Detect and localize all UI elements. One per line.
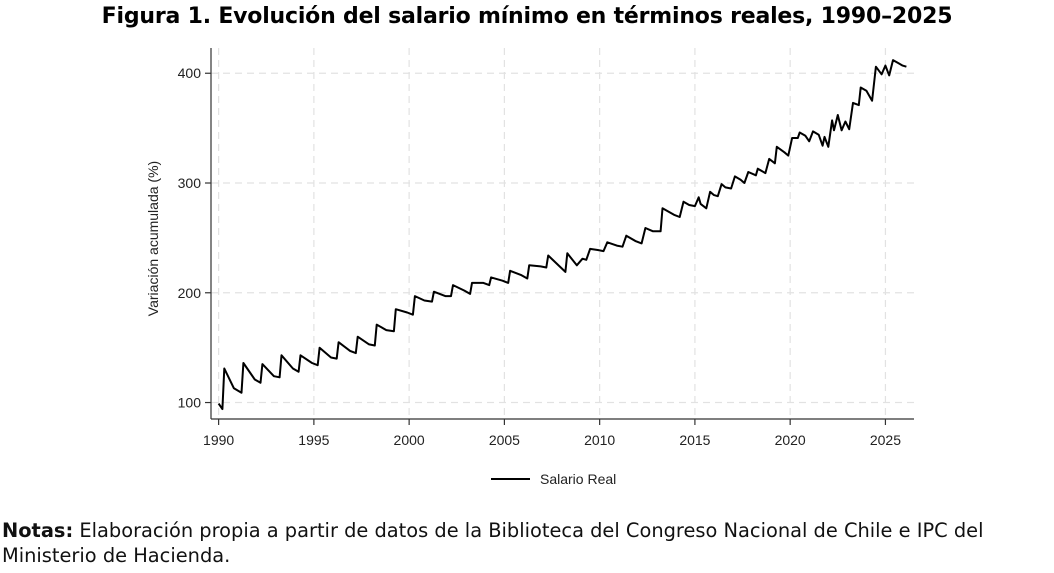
chart-title: Figura 1. Evolución del salario mínimo e… [101,4,953,29]
y-axis-label: Variación acumulada (%) [145,161,161,316]
notes-text: Elaboración propia a partir de datos de … [2,519,984,567]
x-tick-label: 2000 [394,432,425,448]
x-tick-label: 2015 [679,432,710,448]
y-tick-label: 200 [178,285,202,301]
y-tick-label: 400 [178,65,202,81]
x-tick-label: 2025 [870,432,901,448]
axes-layer: 1990 1995 2000 2005 2010 2015 2020 2025 100 200 30… [145,48,914,448]
y-tick-label: 100 [178,395,202,411]
legend: Salario Real [491,471,616,487]
x-tick-label: 2010 [584,432,615,448]
grid-layer [211,48,914,419]
x-tick-label: 1995 [298,432,329,448]
series-line-salario-real [217,59,907,411]
notes: Notas: Elaboración propia a partir de da… [2,518,1054,568]
y-tick-label: 300 [178,175,202,191]
x-tick-label: 2020 [775,432,806,448]
series-layer [217,59,907,411]
legend-label: Salario Real [540,471,616,487]
x-tick-label: 1990 [203,432,234,448]
notes-label: Notas: [2,519,74,542]
x-tick-label: 2005 [489,432,520,448]
